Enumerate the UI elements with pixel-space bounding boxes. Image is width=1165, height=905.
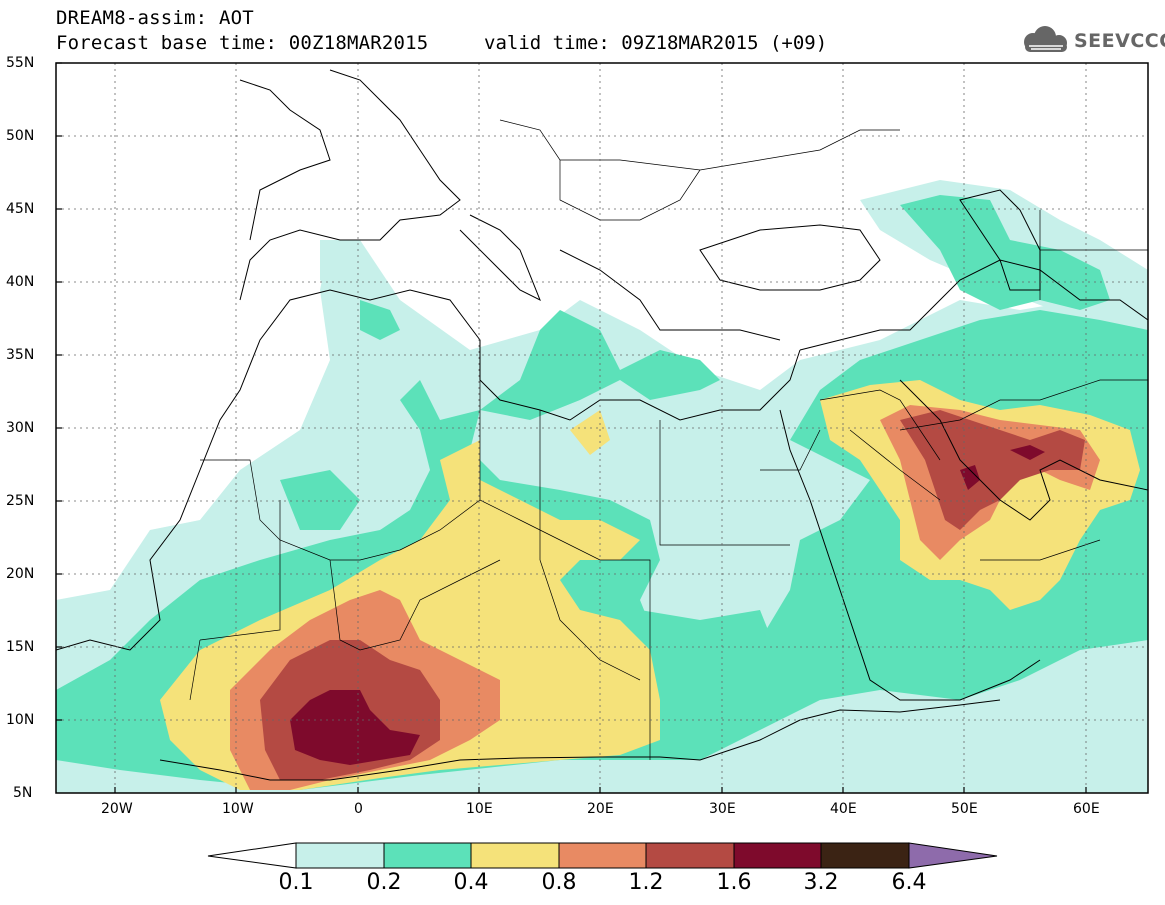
logo-text: SEEVCCC	[1074, 30, 1165, 52]
forecast-base-time: Forecast base time: 00Z18MAR2015	[56, 32, 429, 54]
colorbar-swatch-3	[470, 842, 560, 869]
lon-label: 20W	[101, 801, 133, 817]
aot-level-1.6	[290, 445, 1045, 765]
lat-label: 20N	[6, 566, 35, 582]
colorbar-label: 0.8	[541, 870, 577, 895]
colorbar-max-arrow	[908, 842, 998, 869]
lon-label: 40E	[830, 801, 857, 817]
colorbar	[207, 842, 998, 869]
lat-label: 45N	[6, 201, 35, 217]
colorbar-label: 0.4	[453, 870, 489, 895]
colorbar-swatch-6	[733, 842, 822, 869]
colorbar-label: 0.1	[278, 870, 314, 895]
colorbar-label: 6.4	[891, 870, 927, 895]
lat-label: 40N	[6, 274, 35, 290]
lon-label: 30E	[709, 801, 736, 817]
lon-label: 10W	[222, 801, 254, 817]
lon-label: 20E	[587, 801, 614, 817]
coastlines	[56, 69, 1148, 781]
cloud-logo-icon	[1024, 26, 1067, 52]
colorbar-label: 0.2	[366, 870, 402, 895]
lat-label: 15N	[6, 639, 35, 655]
colorbar-swatch-5	[645, 842, 735, 869]
map-title: DREAM8-assim: AOT	[56, 7, 254, 29]
lat-label: 30N	[6, 420, 35, 436]
colorbar-swatch-7	[820, 842, 910, 869]
lon-label: 10E	[466, 801, 493, 817]
valid-time: valid time: 09Z18MAR2015 (+09)	[484, 32, 828, 54]
colorbar-label: 3.2	[803, 870, 839, 895]
lat-label: 10N	[6, 712, 35, 728]
lat-label: 50N	[6, 128, 35, 144]
lon-label: 50E	[951, 801, 978, 817]
colorbar-swatch-2	[383, 842, 472, 869]
colorbar-label: 1.2	[628, 870, 664, 895]
lat-label: 25N	[6, 493, 35, 509]
lat-label: 35N	[6, 347, 35, 363]
colorbar-swatch-4	[558, 842, 647, 869]
lat-label: 5N	[13, 785, 33, 801]
colorbar-swatch-1	[295, 842, 385, 869]
colorbar-min-arrow	[207, 842, 297, 869]
country-borders	[189, 119, 1148, 760]
lon-label: 0	[354, 801, 363, 817]
lon-label: 60E	[1073, 801, 1100, 817]
lat-label: 55N	[6, 55, 35, 71]
axis-ticks	[56, 62, 1087, 793]
aot-field	[56, 63, 1148, 793]
colorbar-label: 1.6	[716, 870, 752, 895]
graticule	[56, 63, 1148, 793]
